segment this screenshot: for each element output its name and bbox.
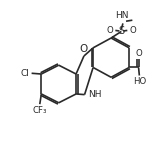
Text: O: O: [106, 26, 113, 35]
Text: NH: NH: [88, 90, 101, 99]
Text: O: O: [130, 26, 136, 35]
Text: O: O: [135, 49, 142, 58]
Text: HO: HO: [133, 77, 146, 86]
Text: S: S: [118, 26, 124, 37]
Text: HN: HN: [115, 11, 129, 20]
Text: CF₃: CF₃: [32, 106, 47, 115]
Text: O: O: [79, 44, 87, 54]
Text: Cl: Cl: [20, 69, 29, 78]
